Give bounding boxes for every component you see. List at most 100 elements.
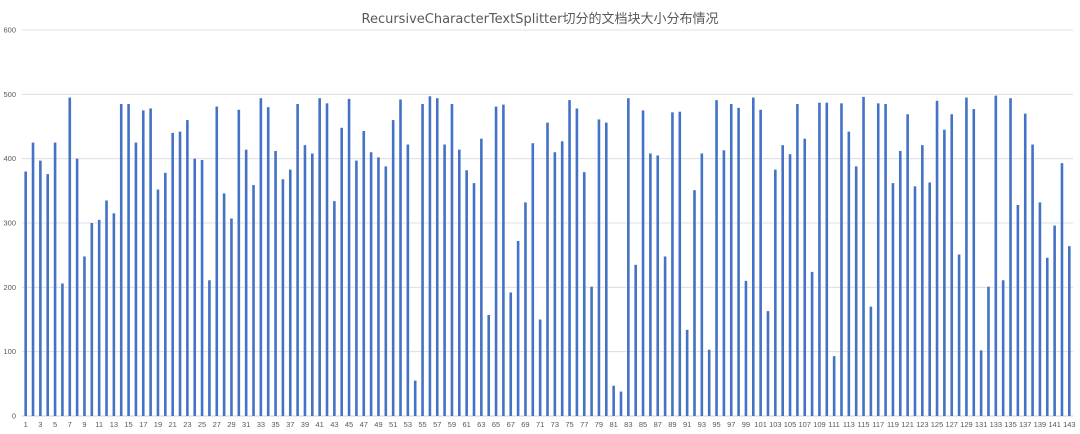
bar [840,103,843,416]
bar [906,114,909,416]
bar [700,153,704,416]
bar [774,169,777,416]
x-tick-label: 115 [858,420,870,429]
bar [898,150,902,417]
bar [318,98,321,417]
bar [950,114,954,416]
bar [465,170,468,416]
x-tick-label: 119 [887,420,899,429]
chart-title: RecursiveCharacterTextSplitter切分的文档块大小分布… [361,12,719,27]
x-tick-label: 133 [990,420,1003,429]
x-tick-label: 95 [712,420,720,429]
bar [377,157,380,416]
bar [391,120,395,417]
bar [891,183,895,416]
bar [913,186,917,416]
bar [83,256,86,416]
bar [90,223,94,416]
x-tick-label: 41 [315,420,323,429]
bar [751,97,755,417]
x-tick-label: 107 [798,420,811,429]
x-tick-label: 99 [742,420,750,429]
x-tick-label: 125 [931,420,944,429]
x-tick-label: 75 [565,420,573,429]
bar [693,190,696,416]
bar [288,169,292,416]
bar [553,152,557,416]
bar [810,271,814,416]
bar [406,144,410,416]
bar [604,122,608,416]
x-tick-label: 33 [257,420,265,429]
y-tick-label: 600 [3,26,16,35]
bar [582,172,586,416]
bar [575,108,579,416]
bar [164,172,167,416]
bar [825,102,829,417]
x-tick-label: 71 [536,420,544,429]
bar [200,159,204,416]
bar [612,385,615,416]
bar [634,264,637,416]
bar [156,189,160,416]
x-tick-label: 113 [843,420,855,429]
bar [649,153,652,416]
bar [524,202,527,416]
y-tick-label: 400 [3,154,16,163]
bar [568,100,571,416]
bar [237,109,241,417]
bar [876,103,880,416]
bar [68,97,72,417]
x-tick-label: 43 [330,420,338,429]
bar [884,103,887,416]
bar [546,122,549,416]
bar [987,286,990,416]
x-tick-label: 73 [551,420,559,429]
x-tick-label: 65 [492,420,500,429]
x-tick-label: 47 [360,420,368,429]
bar [869,306,873,416]
bar [781,145,784,416]
bar [502,104,505,417]
x-tick-label: 15 [124,420,132,429]
bar [193,158,197,416]
x-tick-label: 139 [1034,420,1047,429]
bar [1023,113,1027,416]
bar [112,213,116,416]
x-tick-label: 111 [828,420,839,429]
x-tick-label: 135 [1004,420,1017,429]
bar [796,103,799,416]
x-tick-label: 49 [374,420,382,429]
bar [516,241,520,416]
bar [832,356,836,416]
bar [186,120,189,417]
bar [590,286,593,416]
bar [281,179,285,416]
bar [994,95,998,417]
x-tick-label: 9 [82,420,86,429]
bar [1038,202,1042,416]
bar [421,103,424,416]
x-tick-label: 57 [433,420,441,429]
x-tick-label: 79 [595,420,603,429]
x-tick-label: 141 [1048,420,1061,429]
x-tick-label: 127 [945,420,958,429]
bar [325,103,329,416]
x-tick-label: 91 [683,420,691,429]
x-tick-label: 1 [24,420,28,429]
x-tick-label: 67 [507,420,515,429]
bar [943,129,946,416]
x-tick-label: 3 [38,420,42,429]
bar [472,183,476,416]
bar [1031,144,1034,416]
bar [487,314,491,416]
x-tick-label: 63 [477,420,485,429]
y-tick-label: 100 [3,347,16,356]
x-tick-label: 55 [418,420,426,429]
x-tick-label: 39 [301,420,309,429]
bar [31,142,35,417]
x-tick-label: 137 [1019,420,1032,429]
bar [803,138,807,416]
